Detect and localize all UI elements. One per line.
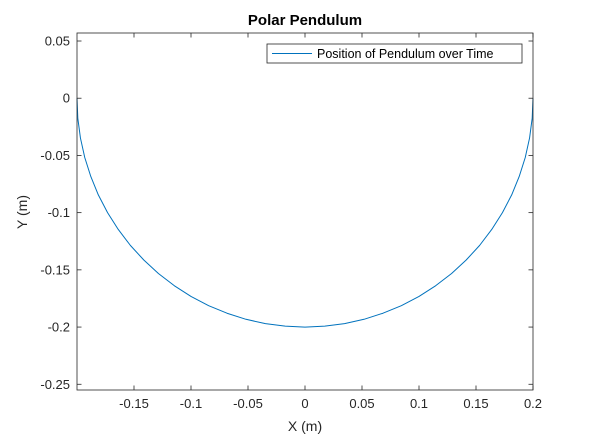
y-tick-label: -0.15 (40, 262, 70, 277)
legend: Position of Pendulum over Time (266, 43, 523, 64)
y-tick-label: -0.2 (48, 320, 70, 335)
legend-entry-label: Position of Pendulum over Time (317, 47, 494, 61)
chart-title: Polar Pendulum (248, 12, 362, 29)
y-tick-label: -0.05 (40, 148, 70, 163)
legend-box (266, 43, 523, 64)
y-tick-label: -0.25 (40, 377, 70, 392)
y-tick-label: 0 (63, 91, 70, 106)
x-tick-label: -0.05 (233, 396, 263, 411)
x-axis-label: X (m) (288, 418, 322, 434)
plot-area (77, 33, 533, 390)
y-tick-label: 0.05 (45, 34, 70, 49)
ticks-layer: -0.15 -0.1 -0.05 0 0.05 0.1 0.15 0.2 0.05 0 -0.05 -… (40, 33, 542, 411)
y-axis-label: Y (m) (14, 195, 30, 229)
x-tick-label: -0.15 (119, 396, 149, 411)
series-line-pendulum-position (76, 98, 534, 328)
x-tick-label: 0.1 (410, 396, 428, 411)
x-tick-label: 0.15 (463, 396, 488, 411)
x-tick-label: 0.2 (524, 396, 542, 411)
x-tick-label: -0.1 (180, 396, 202, 411)
x-tick-label: 0 (301, 396, 308, 411)
series-layer (76, 98, 534, 328)
x-tick-label: 0.05 (349, 396, 374, 411)
y-tick-label: -0.1 (48, 205, 70, 220)
